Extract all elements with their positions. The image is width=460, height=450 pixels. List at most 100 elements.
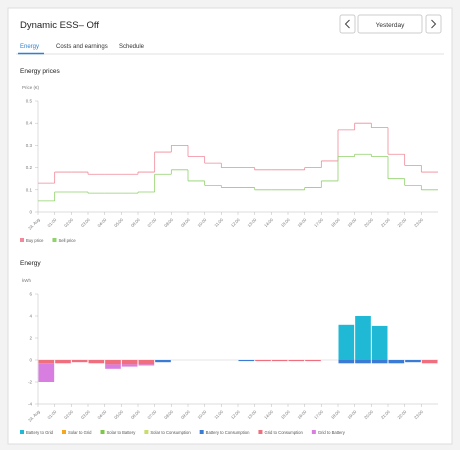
legend-label: Sell price [58,238,76,243]
energy-bar [71,360,88,363]
legend-swatch [311,430,316,434]
energy-bar [38,360,55,364]
energy-bar [255,360,271,362]
energy-bar [105,360,121,365]
legend-swatch [52,238,57,242]
y-tick-label: -4 [28,402,32,407]
legend-label: Battery to Consumption [206,430,250,435]
y-axis-label: kWh [22,278,31,283]
energy-bar [355,316,371,360]
y-tick-label: 6 [29,292,32,297]
energy-bar [421,360,438,364]
legend-label: Solar to Grid [68,430,92,435]
x-tick-label: 10:00 [196,217,207,228]
energy-bar [88,360,105,364]
legend-label: Grid to Battery [318,430,346,435]
x-tick-label: 23:00 [413,409,424,420]
x-tick-label: 11:00 [213,217,224,228]
tab[interactable]: Schedule [119,44,145,50]
legend-swatch [199,430,204,434]
x-tick-label: 05:00 [113,409,124,420]
energy-bar [238,360,255,362]
x-tick-label: 03:00 [80,409,91,420]
x-tick-label: 12:00 [230,409,241,420]
y-tick-label: 0 [29,210,32,215]
x-tick-label: 19:00 [346,217,357,228]
x-tick-label: 17:00 [313,409,324,420]
x-tick-label: 12:00 [230,217,241,228]
energy-bar [338,324,355,360]
x-tick-label: 07:00 [146,409,157,420]
energy-bar [121,364,138,367]
legend-label: Solar to Consumption [150,430,191,435]
x-tick-label: 14:00 [263,217,274,228]
x-tick-label: 18:00 [330,217,341,228]
x-tick-label: 03:00 [80,217,91,228]
energy-bar [155,360,171,363]
next-button[interactable] [425,14,442,34]
x-tick-label: 22:00 [396,217,407,228]
energy-bar [121,360,138,365]
x-tick-label: 08:00 [163,409,174,420]
x-tick-label: 16:00 [296,409,307,420]
x-tick-label: 23:00 [413,217,424,228]
legend-label: Battery to Grid [26,430,54,435]
legend-swatch [258,430,263,434]
x-tick-label: 16:00 [296,217,307,228]
x-tick-label: 14:00 [263,409,274,420]
section-title: Energy [20,260,41,267]
legend-label: Buy price [26,238,44,243]
section-title: Energy prices [20,68,60,75]
energy-bar [138,364,155,366]
x-tick-label: 01:00 [46,409,57,420]
energy-bar [55,360,71,364]
tab[interactable]: Costs and earnings [56,44,108,50]
x-tick-label: 21:00 [380,409,391,420]
legend-swatch [144,430,149,434]
legend-swatch [62,430,66,434]
energy-bar [105,364,121,369]
x-tick-label: 13:00 [246,409,257,420]
x-tick-label: 06:00 [130,409,141,420]
prev-icon [344,19,350,29]
x-tick-label: 15:00 [280,217,291,228]
y-tick-label: 0.1 [26,187,33,192]
energy-bar [271,360,288,362]
x-tick-label: 04:00 [96,217,107,228]
x-tick-label: 21:00 [380,217,391,228]
legend-swatch [20,238,24,242]
energy-bar [38,363,55,382]
energy-bar [405,360,421,363]
page-title: Dynamic ESS– Off [20,20,99,31]
x-tick-label: 02:00 [63,217,74,228]
y-tick-label: 0.4 [26,121,33,126]
prev-button[interactable] [339,14,356,34]
date-selector[interactable] [357,14,423,34]
x-tick-label: 09:00 [180,217,191,228]
date-label: Yesterday [376,22,405,29]
y-tick-label: 0.3 [26,143,33,148]
x-tick-label: 10:00 [196,409,207,420]
next-icon [431,19,437,29]
tab[interactable]: Energy [20,44,39,50]
y-tick-label: 4 [29,314,32,319]
energy-bar [338,360,355,364]
y-tick-label: 0 [29,358,32,363]
x-tick-label: 09:00 [180,409,191,420]
energy-bar [305,360,321,362]
y-tick-label: -2 [28,380,32,385]
y-tick-label: 0.2 [26,165,33,170]
x-tick-label: 19:00 [346,409,357,420]
x-tick-label: 01:00 [46,217,57,228]
x-tick-label: 22:00 [396,409,407,420]
x-tick-label: 13:00 [246,217,257,228]
x-tick-label: 05:00 [113,217,124,228]
x-tick-label: 06:00 [130,217,141,228]
x-tick-label: 07:00 [146,217,157,228]
panel [7,7,453,445]
x-tick-label: 20:00 [363,217,374,228]
energy-bar [371,325,388,360]
y-axis-label: Price (€) [22,85,40,90]
